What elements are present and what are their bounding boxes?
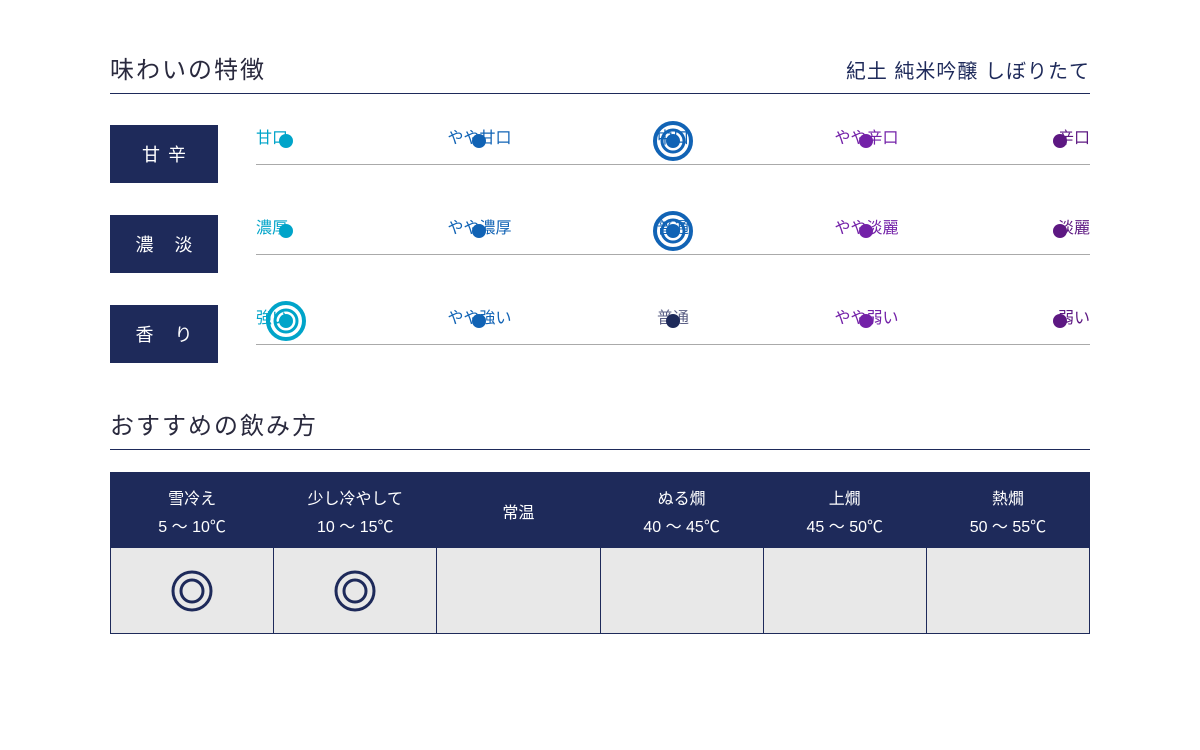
serving-name: 常温 [502,499,534,523]
recommended-mark-icon [333,569,377,613]
serving-column: ぬる燗 40 〜 45℃ [601,472,764,634]
scale-points: 強い やや強い 普通 やや弱い 弱い [256,304,1090,338]
scale-point: やや強い [447,304,511,338]
scale-track: 甘口 やや甘口 中口 やや辛口 辛口 [256,124,1090,184]
serving-column: 熱燗 50 〜 55℃ [927,472,1090,634]
scale-point: やや弱い [834,304,898,338]
serving-range: 5 〜 10℃ [158,513,226,537]
serving-range: 40 〜 45℃ [643,513,720,537]
serving-range: 50 〜 55℃ [970,513,1047,537]
scale-point: やや辛口 [834,124,898,158]
serving-header: ぬる燗 40 〜 45℃ [601,472,763,548]
scale-dot [859,134,873,148]
scale-point: 普通 [643,214,703,248]
scale-point: やや濃厚 [447,214,511,248]
scale-point: 弱い [1030,304,1090,338]
scale-point: 濃厚 [256,214,316,248]
serving-header: 常温 [437,472,599,548]
scale-point: 普通 [643,304,703,338]
serving-name: 熱燗 [992,485,1024,509]
serving-cell [601,548,763,634]
serving-name: 上燗 [829,485,861,509]
selected-ring-icon [651,209,695,253]
serving-range: 45 〜 50℃ [807,513,884,537]
scale-line [256,344,1090,345]
scale-points: 濃厚 やや濃厚 普通 やや淡麗 淡麗 [256,214,1090,248]
serving-name: 少し冷やして [307,485,403,509]
scale-line [256,254,1090,255]
scale-dot [472,314,486,328]
scale-row: 甘辛 甘口 やや甘口 中口 やや辛口 辛口 [110,124,1090,184]
recommended-mark-icon [170,569,214,613]
scale-point: 甘口 [256,124,316,158]
serving-header: 少し冷やして 10 〜 15℃ [274,472,436,548]
scale-track: 強い やや強い 普通 やや弱い 弱い [256,304,1090,364]
scale-dot [1053,134,1067,148]
scale-track: 濃厚 やや濃厚 普通 やや淡麗 淡麗 [256,214,1090,274]
serving-cell [111,548,273,634]
serving-title: おすすめの飲み方 [110,406,1090,450]
scale-point: やや淡麗 [834,214,898,248]
scale-dot [279,134,293,148]
scale-point: 強い [256,304,316,338]
serving-name: ぬる燗 [658,485,706,509]
scale-dot [472,134,486,148]
scale-label: 濃 淡 [110,215,218,273]
scale-line [256,164,1090,165]
selected-ring-icon [651,119,695,163]
serving-cell [274,548,436,634]
scale-dot [472,224,486,238]
scale-point: 中口 [643,124,703,158]
scale-dot [279,224,293,238]
selected-ring-icon [264,299,308,343]
serving-column: 少し冷やして 10 〜 15℃ [274,472,437,634]
scale-dot [666,314,680,328]
scale-row: 香 り 強い やや強い 普通 やや弱い 弱い [110,304,1090,364]
scale-dot [859,314,873,328]
serving-header: 雪冷え 5 〜 10℃ [111,472,273,548]
product-name: 紀土 純米吟醸 しぼりたて [846,55,1090,84]
scale-label: 香 り [110,305,218,363]
scale-point: 辛口 [1030,124,1090,158]
serving-column: 上燗 45 〜 50℃ [764,472,927,634]
header: 味わいの特徴 紀土 純米吟醸 しぼりたて [110,50,1090,94]
serving-header: 上燗 45 〜 50℃ [764,472,926,548]
serving-range: 10 〜 15℃ [317,513,394,537]
scale-label: 甘辛 [110,125,218,183]
serving-name: 雪冷え [168,485,216,509]
scale-point: 淡麗 [1030,214,1090,248]
serving-cell [764,548,926,634]
serving-table: 雪冷え 5 〜 10℃ 少し冷やして 10 〜 15℃ 常温 ぬる燗 40 〜 45℃ 上燗 4… [110,472,1090,634]
section-title: 味わいの特徴 [110,50,266,85]
scale-point: やや甘口 [447,124,511,158]
serving-header: 熱燗 50 〜 55℃ [927,472,1089,548]
serving-cell [927,548,1089,634]
serving-column: 雪冷え 5 〜 10℃ [110,472,274,634]
taste-scales: 甘辛甘口やや甘口中口やや辛口辛口濃 淡濃厚やや濃厚普通やや淡麗淡麗香 り強いやや… [110,124,1090,364]
scale-dot [1053,224,1067,238]
scale-dot [1053,314,1067,328]
scale-dot [859,224,873,238]
scale-points: 甘口 やや甘口 中口 やや辛口 辛口 [256,124,1090,158]
serving-cell [437,548,599,634]
scale-row: 濃 淡 濃厚 やや濃厚 普通 やや淡麗 淡麗 [110,214,1090,274]
serving-column: 常温 [437,472,600,634]
